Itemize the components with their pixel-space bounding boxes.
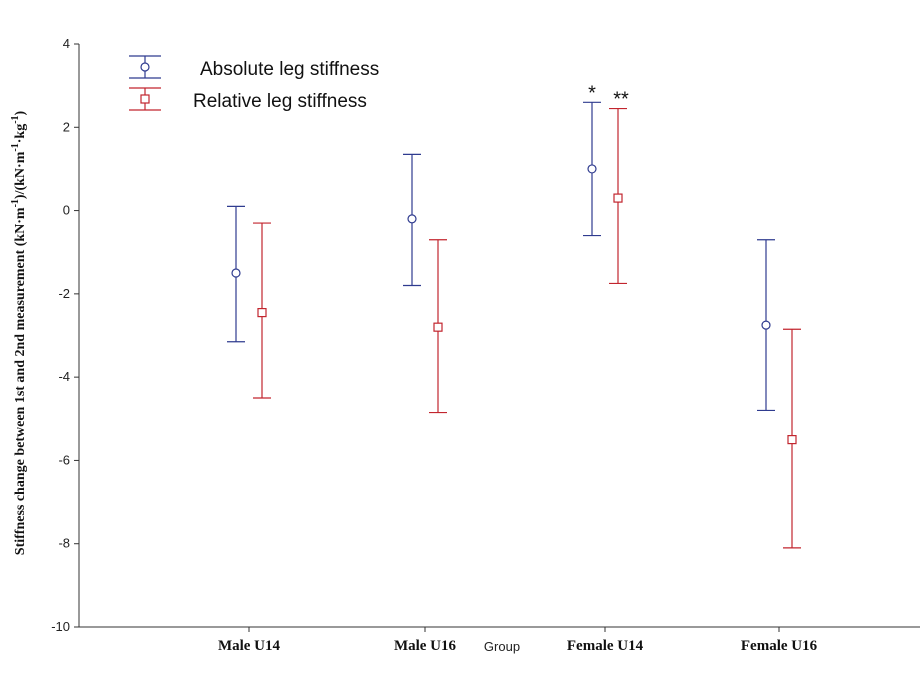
legend-marker (140, 62, 150, 72)
mean-point (787, 435, 797, 445)
x-tick-label: Female U16 (741, 638, 818, 654)
mean-point (433, 322, 443, 332)
y-tick-label: 0 (63, 203, 70, 218)
mean-point (761, 320, 771, 330)
series-absolute (227, 101, 775, 412)
y-tick-label: -8 (58, 536, 70, 551)
series-relative (253, 107, 801, 549)
significance-marker: ** (613, 89, 629, 111)
legend-label: Relative leg stiffness (193, 91, 367, 112)
y-axis: 4 2 0 -2 -4 -6 -8 -10 (51, 36, 79, 634)
y-tick-label: 2 (63, 119, 70, 134)
y-tick-label: -10 (51, 619, 70, 634)
legend: Absolute leg stiffness Relative leg stiff… (129, 55, 379, 112)
y-axis-title: Stiffness change between 1st and 2nd mea… (10, 110, 28, 555)
x-tick-label: Female U14 (567, 638, 644, 654)
x-tick-label: Male U16 (394, 638, 457, 654)
data-marks (227, 101, 801, 549)
mean-point (587, 164, 597, 174)
significance-marker: * (588, 82, 596, 104)
y-tick-label: -2 (58, 286, 70, 301)
mean-point (613, 193, 623, 203)
x-tick-label: Male U14 (218, 638, 281, 654)
plot-frame (78, 44, 920, 628)
mean-point (257, 307, 267, 318)
mean-point (407, 214, 417, 224)
x-axis-title: Group (484, 639, 520, 654)
y-tick-label: -6 (58, 452, 70, 467)
y-tick-label: -4 (58, 369, 70, 384)
legend-label: Absolute leg stiffness (200, 59, 379, 80)
x-axis: Male U14 Male U16 Female U14 Female U16 (218, 627, 818, 654)
legend-marker (140, 94, 150, 104)
y-tick-label: 4 (63, 36, 70, 51)
annotations: * ** (588, 82, 629, 110)
legend-item: Absolute leg stiffness (129, 55, 379, 80)
mean-point (231, 268, 241, 278)
legend-item: Relative leg stiffness (129, 87, 367, 112)
